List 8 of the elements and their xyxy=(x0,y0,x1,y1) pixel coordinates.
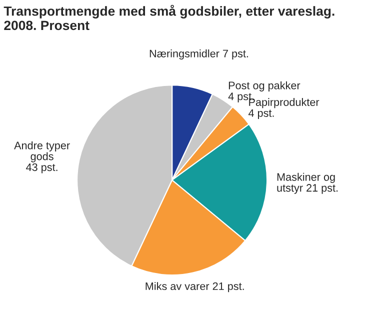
slice-label: Næringsmidler 7 pst. xyxy=(150,49,248,60)
data-label: 4 pst. xyxy=(248,109,274,120)
chart-title: Transportmengde med små godsbiler, etter vareslag. 2008. Prosent xyxy=(4,4,334,30)
slice-label: Post og pakker xyxy=(228,81,300,92)
slice-label: Andre typer gods xyxy=(14,141,70,162)
data-label: 43 pst. xyxy=(26,163,58,174)
slice-label: Maskiner og utstyr 21 pst. xyxy=(277,172,338,194)
slice-label: Miks av varer 21 pst. xyxy=(146,282,244,292)
